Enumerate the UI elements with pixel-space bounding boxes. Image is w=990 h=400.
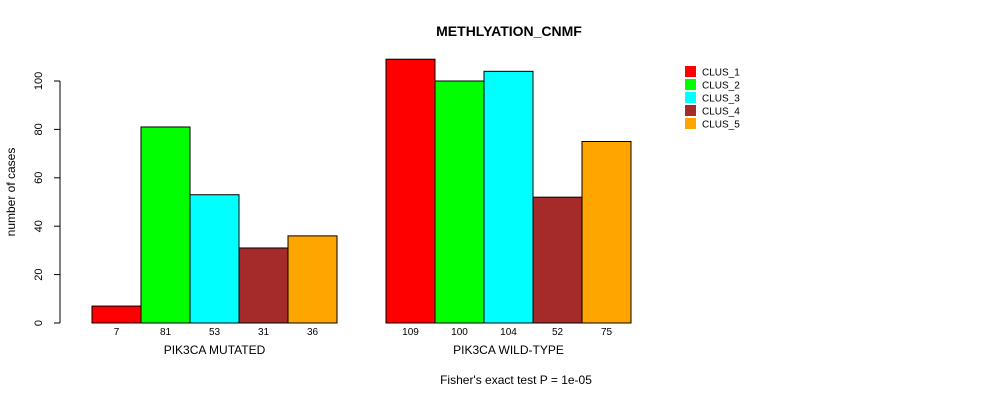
bar-value-label: 36 xyxy=(307,327,319,338)
legend-swatch xyxy=(685,105,696,116)
legend-label: CLUS_3 xyxy=(702,94,740,105)
legend-swatch xyxy=(685,118,696,129)
bar xyxy=(532,196,583,324)
bar xyxy=(238,247,289,324)
y-tick-label: 100 xyxy=(33,72,45,90)
bars: 7 81 53 31 36 PIK3CA MUTATED 109 100 104 52 75 PIK3… xyxy=(91,58,632,357)
y-axis-label: number of cases xyxy=(4,148,18,237)
legend-label: CLUS_2 xyxy=(702,81,740,92)
chart-title: METHLYATION_CNMF xyxy=(436,23,582,39)
bar-value-label: 81 xyxy=(160,327,172,338)
bar-value-label: 31 xyxy=(258,327,270,338)
bar xyxy=(140,126,191,324)
y-axis: 0 20 40 60 80 100 xyxy=(33,72,61,326)
y-tick-label: 80 xyxy=(33,123,45,135)
bar-value-label: 53 xyxy=(209,327,221,338)
y-tick-label: 40 xyxy=(33,220,45,232)
legend-label: CLUS_4 xyxy=(702,107,740,118)
legend-swatch xyxy=(685,92,696,103)
y-tick-label: 60 xyxy=(33,172,45,184)
bar-value-label: 75 xyxy=(601,327,613,338)
bar xyxy=(434,80,485,324)
legend-swatch xyxy=(685,79,696,90)
legend-swatch xyxy=(685,66,696,77)
bar-value-label: 52 xyxy=(552,327,564,338)
bar-value-label: 109 xyxy=(402,327,419,338)
y-tick-label: 20 xyxy=(33,268,45,280)
legend: CLUS_1 CLUS_2 CLUS_3 CLUS_4 CLUS_5 xyxy=(685,66,740,131)
footnote: Fisher's exact test P = 1e-05 xyxy=(440,373,592,387)
bar-value-label: 104 xyxy=(500,327,517,338)
y-tick-label: 0 xyxy=(33,320,45,326)
bar-value-label: 7 xyxy=(114,327,120,338)
bar xyxy=(483,70,534,324)
bar xyxy=(385,58,436,324)
bar xyxy=(91,305,142,324)
group-label: PIK3CA WILD-TYPE xyxy=(453,343,564,357)
bar xyxy=(581,141,632,324)
bar-value-label: 100 xyxy=(451,327,468,338)
legend-label: CLUS_5 xyxy=(702,120,740,131)
bar xyxy=(287,235,338,324)
group-label: PIK3CA MUTATED xyxy=(164,343,266,357)
bar xyxy=(189,194,240,324)
legend-label: CLUS_1 xyxy=(702,68,740,79)
